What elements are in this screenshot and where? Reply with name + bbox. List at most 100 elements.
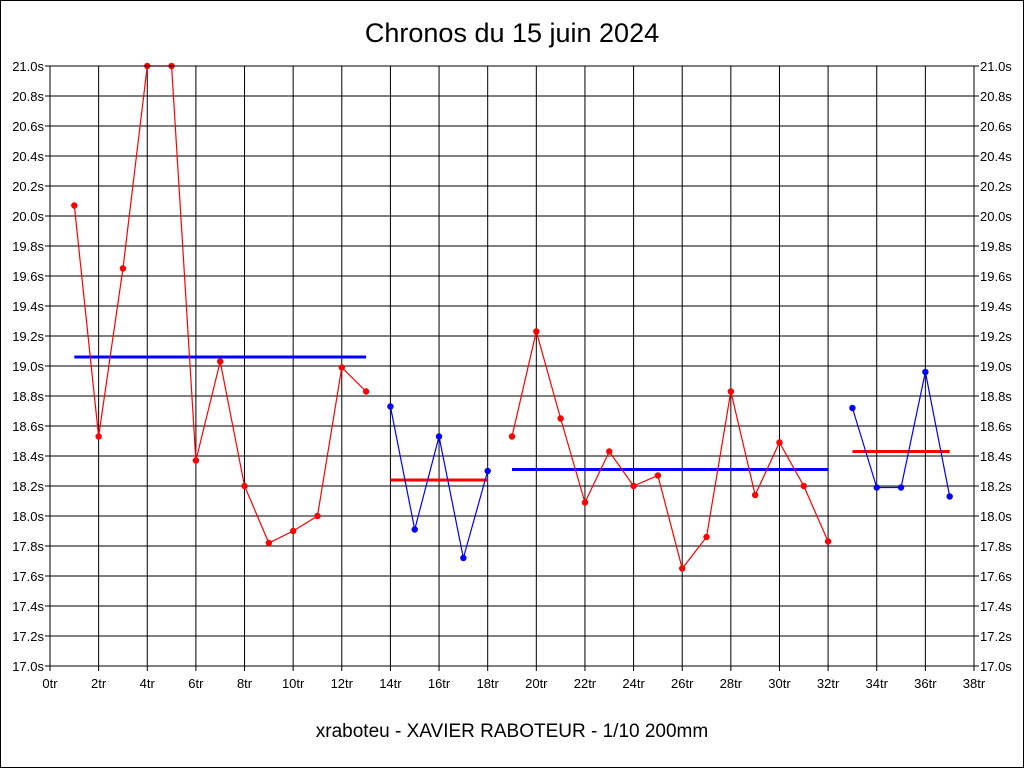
data-point	[654, 472, 662, 479]
grid	[45, 65, 979, 671]
x-tick-label: 28tr	[720, 676, 743, 691]
x-tick-label: 2tr	[91, 676, 107, 691]
data-point	[119, 265, 127, 272]
y-tick-label-right: 18.6s	[980, 419, 1012, 434]
x-tick-label: 22tr	[574, 676, 597, 691]
y-tick-label-left: 19.4s	[12, 299, 44, 314]
y-tick-label-right: 19.0s	[980, 359, 1012, 374]
data-point	[192, 457, 200, 464]
data-point	[362, 388, 370, 395]
y-tick-label-left: 18.0s	[12, 509, 44, 524]
x-tick-label: 24tr	[622, 676, 645, 691]
x-tick-label: 14tr	[379, 676, 402, 691]
x-tick-label: 6tr	[188, 676, 204, 691]
data-point	[533, 328, 540, 335]
x-tick-label: 20tr	[525, 676, 548, 691]
y-tick-label-left: 17.2s	[12, 629, 44, 644]
y-tick-label-right: 17.6s	[980, 569, 1012, 584]
y-tick-label-right: 20.2s	[980, 179, 1012, 194]
chart-caption: xraboteu - XAVIER RABOTEUR - 1/10 200mm	[315, 721, 709, 742]
y-tick-label-right: 20.4s	[980, 149, 1012, 164]
series-lines	[71, 62, 953, 572]
tick-labels: 0tr 2tr 4tr 6tr 8tr 10tr 12tr 14tr 16tr 18tr 20tr 2…	[12, 59, 1012, 691]
data-point	[606, 448, 613, 455]
data-point	[922, 368, 929, 376]
y-tick-label-left: 17.6s	[12, 569, 44, 584]
x-tick-label: 18tr	[476, 676, 499, 691]
data-point	[95, 433, 102, 440]
data-point	[217, 358, 224, 365]
average-lines	[74, 355, 950, 482]
y-tick-label-right: 20.6s	[980, 119, 1012, 134]
data-point	[314, 512, 321, 520]
x-tick-label: 10tr	[282, 676, 305, 691]
data-point	[824, 538, 832, 545]
y-tick-label-right: 18.4s	[980, 449, 1012, 464]
data-point	[897, 484, 905, 491]
y-tick-label-right: 18.2s	[980, 479, 1012, 494]
y-tick-label-left: 19.6s	[12, 269, 44, 284]
y-tick-label-right: 18.8s	[980, 389, 1012, 404]
data-point	[508, 433, 516, 440]
data-point	[800, 482, 807, 490]
y-tick-label-right: 19.2s	[980, 329, 1012, 344]
y-tick-label-left: 17.4s	[12, 599, 44, 614]
y-tick-label-left: 20.4s	[12, 149, 44, 164]
plot-border	[49, 65, 975, 667]
y-tick-label-left: 20.8s	[12, 89, 44, 104]
x-tick-label: 32tr	[817, 676, 840, 691]
y-tick-label-right: 17.2s	[980, 629, 1012, 644]
x-tick-label: 26tr	[671, 676, 694, 691]
y-tick-label-left: 17.8s	[12, 539, 44, 554]
x-tick-label: 34tr	[866, 676, 889, 691]
y-tick-label-right: 20.8s	[980, 89, 1012, 104]
y-tick-label-left: 19.2s	[12, 329, 44, 344]
data-point	[71, 202, 78, 209]
y-tick-label-left: 18.6s	[12, 419, 44, 434]
y-tick-label-right: 20.0s	[980, 209, 1012, 224]
x-tick-label: 36tr	[914, 676, 937, 691]
data-point	[873, 484, 880, 491]
series-line	[851, 371, 951, 497]
y-tick-label-right: 21.0s	[980, 59, 1012, 74]
y-tick-label-left: 19.8s	[12, 239, 44, 254]
y-tick-label-left: 18.2s	[12, 479, 44, 494]
x-tick-label: 38tr	[963, 676, 986, 691]
series-line	[511, 331, 829, 570]
chart-title: Chronos du 15 juin 2024	[364, 18, 660, 48]
x-tick-label: 8tr	[237, 676, 253, 691]
data-point	[751, 491, 759, 499]
y-tick-label-right: 17.4s	[980, 599, 1012, 614]
y-tick-label-right: 19.4s	[980, 299, 1012, 314]
y-tick-label-left: 18.4s	[12, 449, 44, 464]
y-tick-label-right: 17.0s	[980, 659, 1012, 674]
data-point	[776, 439, 783, 446]
data-point	[849, 404, 856, 412]
y-tick-label-left: 21.0s	[12, 59, 44, 74]
data-point	[581, 499, 589, 506]
data-point	[946, 493, 953, 500]
y-tick-label-right: 18.0s	[980, 509, 1012, 524]
y-tick-label-left: 20.6s	[12, 119, 44, 134]
series-line	[73, 65, 367, 544]
y-tick-label-left: 20.0s	[12, 209, 44, 224]
y-tick-label-left: 17.0s	[12, 659, 44, 674]
x-tick-label: 16tr	[428, 676, 451, 691]
data-point	[338, 364, 345, 371]
data-point	[241, 482, 248, 490]
data-point	[703, 533, 710, 541]
x-tick-label: 30tr	[768, 676, 791, 691]
data-point	[411, 526, 418, 533]
data-point	[435, 433, 443, 440]
y-tick-label-right: 17.8s	[980, 539, 1012, 554]
y-tick-label-left: 18.8s	[12, 389, 44, 404]
y-tick-label-left: 20.2s	[12, 179, 44, 194]
data-point	[460, 554, 467, 562]
x-tick-label: 12tr	[331, 676, 354, 691]
data-point	[557, 415, 564, 422]
y-tick-label-left: 19.0s	[12, 359, 44, 374]
data-point	[679, 565, 686, 572]
y-tick-label-right: 19.8s	[980, 239, 1012, 254]
